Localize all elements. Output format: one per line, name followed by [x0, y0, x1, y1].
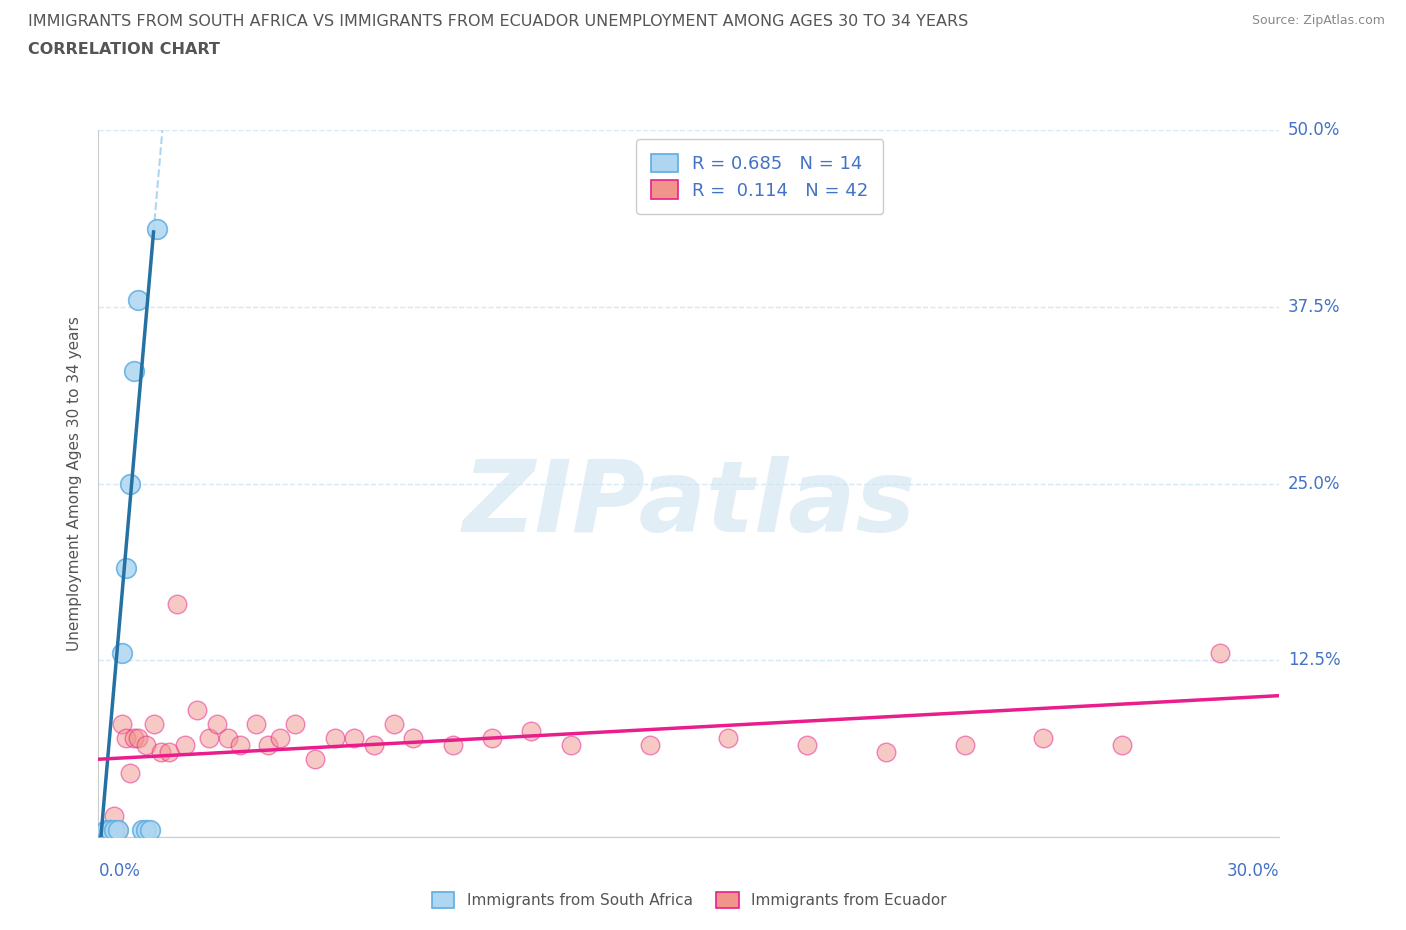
Point — [131, 822, 153, 837]
Point — [122, 363, 145, 378]
Y-axis label: Unemployment Among Ages 30 to 34 years: Unemployment Among Ages 30 to 34 years — [67, 316, 83, 651]
Point — [96, 822, 118, 837]
Point — [150, 745, 173, 760]
Point — [122, 731, 145, 746]
Point — [115, 731, 138, 746]
Point — [107, 822, 129, 837]
Point — [107, 822, 129, 837]
Point — [135, 822, 157, 837]
Point — [98, 822, 121, 837]
Point — [197, 731, 219, 746]
Text: 12.5%: 12.5% — [1288, 651, 1340, 670]
Point — [186, 702, 208, 717]
Point — [174, 737, 197, 752]
Point — [1209, 645, 1232, 660]
Point — [256, 737, 278, 752]
Legend: Immigrants from South Africa, Immigrants from Ecuador: Immigrants from South Africa, Immigrants… — [426, 886, 952, 914]
Point — [304, 751, 326, 766]
Point — [481, 731, 503, 746]
Text: 25.0%: 25.0% — [1288, 474, 1340, 493]
Point — [875, 745, 897, 760]
Point — [127, 292, 149, 307]
Point — [157, 745, 180, 760]
Point — [229, 737, 252, 752]
Text: 37.5%: 37.5% — [1288, 298, 1340, 316]
Point — [98, 822, 121, 837]
Point — [217, 731, 239, 746]
Point — [103, 822, 125, 837]
Point — [118, 766, 141, 781]
Point — [717, 731, 740, 746]
Point — [796, 737, 818, 752]
Text: Source: ZipAtlas.com: Source: ZipAtlas.com — [1251, 14, 1385, 27]
Point — [111, 645, 134, 660]
Point — [245, 716, 267, 731]
Text: IMMIGRANTS FROM SOUTH AFRICA VS IMMIGRANTS FROM ECUADOR UNEMPLOYMENT AMONG AGES : IMMIGRANTS FROM SOUTH AFRICA VS IMMIGRAN… — [28, 14, 969, 29]
Point — [127, 731, 149, 746]
Point — [98, 822, 121, 837]
Point — [269, 731, 291, 746]
Text: 50.0%: 50.0% — [1288, 121, 1340, 140]
Point — [115, 561, 138, 576]
Point — [103, 808, 125, 823]
Point — [142, 716, 165, 731]
Point — [146, 221, 169, 236]
Point — [1032, 731, 1054, 746]
Point — [441, 737, 464, 752]
Point — [284, 716, 307, 731]
Point — [323, 731, 346, 746]
Point — [138, 822, 160, 837]
Point — [520, 724, 543, 738]
Point — [111, 716, 134, 731]
Text: 30.0%: 30.0% — [1227, 862, 1279, 880]
Point — [1111, 737, 1133, 752]
Text: 0.0%: 0.0% — [98, 862, 141, 880]
Point — [382, 716, 405, 731]
Point — [953, 737, 976, 752]
Point — [135, 737, 157, 752]
Point — [402, 731, 425, 746]
Point — [343, 731, 366, 746]
Point — [118, 476, 141, 491]
Point — [363, 737, 385, 752]
Text: CORRELATION CHART: CORRELATION CHART — [28, 42, 219, 57]
Point — [638, 737, 661, 752]
Point — [560, 737, 582, 752]
Point — [166, 596, 188, 611]
Point — [96, 822, 118, 837]
Point — [205, 716, 228, 731]
Text: ZIPatlas: ZIPatlas — [463, 457, 915, 553]
